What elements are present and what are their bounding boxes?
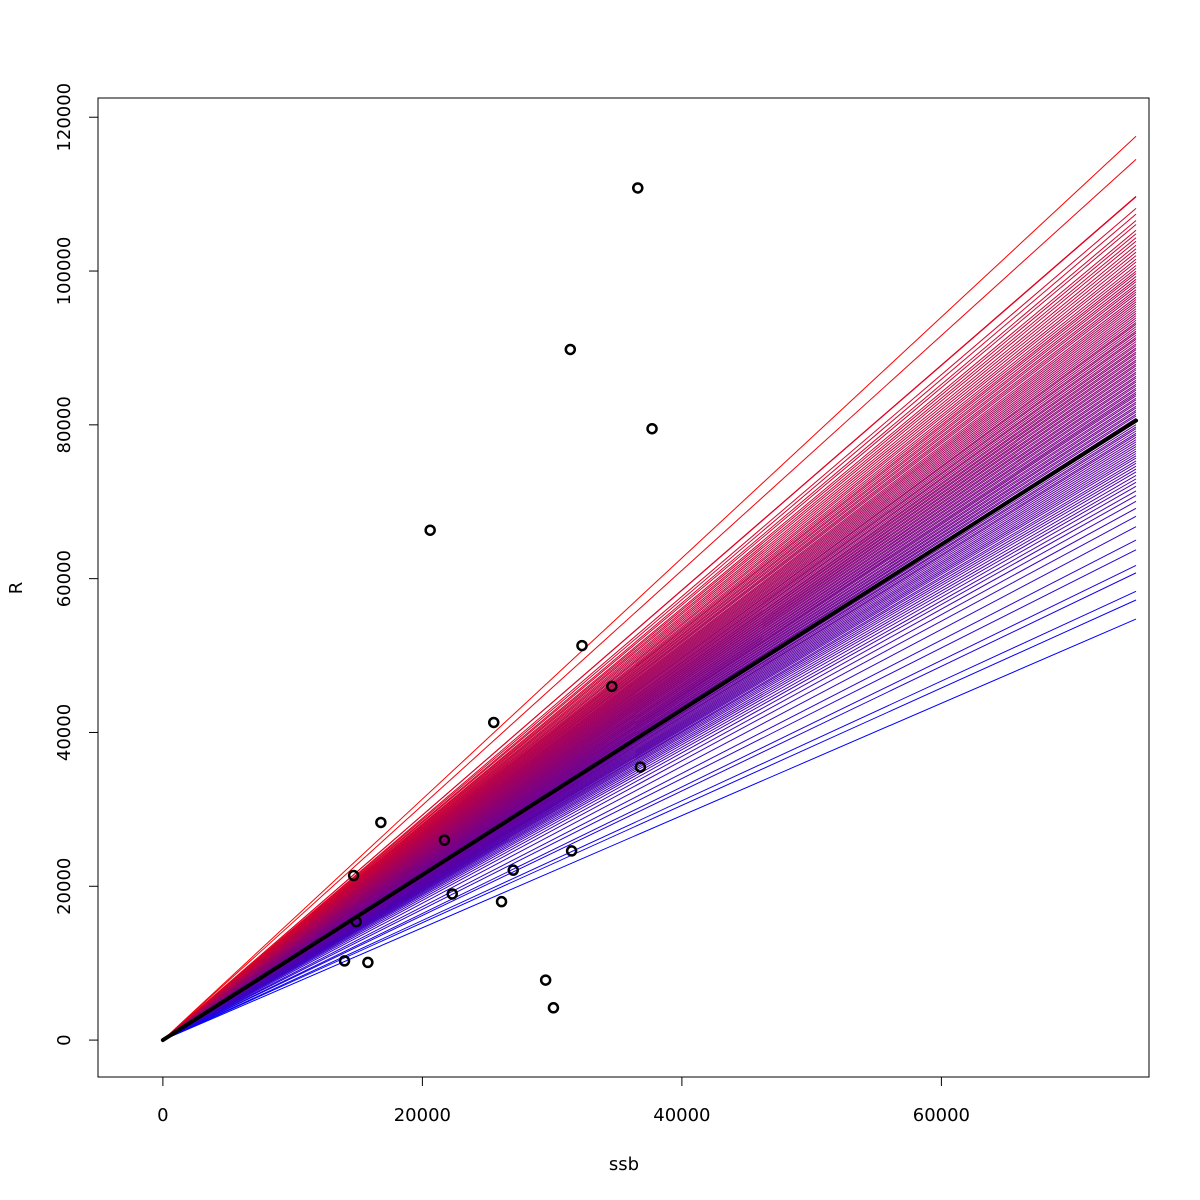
- data-point-5: [606, 680, 618, 693]
- y-tick-label-2: 40000: [54, 704, 75, 761]
- data-point-7: [634, 761, 647, 773]
- bootstrap-line-113: [162, 478, 1137, 1041]
- bootstrap-line-121: [162, 526, 1137, 1041]
- fit-line-path: [160, 418, 1139, 1043]
- x-axis: 0 20000 40000 60000: [157, 1076, 970, 1126]
- data-point-2: [646, 422, 658, 435]
- bootstrap-line-128: [162, 618, 1137, 1041]
- data-point-0: [632, 182, 644, 194]
- x-tick-label-1: 20000: [394, 1105, 451, 1126]
- bootstrap-line-9: [162, 233, 1137, 1041]
- data-point-10: [565, 845, 578, 857]
- data-point-16: [338, 955, 351, 967]
- bootstrap-line-123: [162, 549, 1137, 1041]
- bootstrap-line-116: [162, 490, 1137, 1041]
- data-point-9: [438, 834, 451, 846]
- data-points: [338, 182, 658, 1014]
- data-point-11: [347, 869, 360, 882]
- bootstrap-line-6: [162, 220, 1137, 1041]
- y-tick-label-0: 0: [54, 1034, 75, 1045]
- data-point-17: [362, 956, 374, 969]
- bootstrap-line-0: [162, 135, 1137, 1041]
- y-tick-label-5: 100000: [54, 237, 75, 306]
- data-point-3: [424, 524, 436, 536]
- bootstrap-line-118: [162, 500, 1137, 1041]
- bootstrap-line-122: [162, 539, 1137, 1041]
- bootstrap-line-1: [162, 158, 1137, 1041]
- data-point-18: [539, 974, 552, 986]
- bootstrap-line-5: [162, 213, 1137, 1041]
- bootstrap-line-7: [162, 224, 1137, 1041]
- y-axis: 0 20000 40000 60000 80000 100000 120000: [54, 83, 99, 1046]
- data-point-19: [547, 1002, 560, 1014]
- data-point-6: [487, 716, 500, 729]
- bootstrap-lines: [162, 135, 1137, 1041]
- y-tick-label-1: 20000: [54, 858, 75, 915]
- bootstrap-line-119: [162, 507, 1137, 1041]
- data-point-14: [495, 895, 508, 908]
- y-tick-label-6: 120000: [54, 83, 75, 152]
- data-point-1: [564, 343, 577, 356]
- y-tick-label-4: 80000: [54, 396, 75, 453]
- data-point-8: [375, 816, 387, 829]
- data-point-13: [446, 888, 458, 900]
- y-tick-label-3: 60000: [54, 550, 75, 607]
- fit-line: [160, 418, 1139, 1043]
- x-tick-label-0: 0: [157, 1105, 168, 1126]
- bootstrap-line-3: [162, 196, 1137, 1041]
- x-axis-title: ssb: [609, 1154, 639, 1175]
- x-tick-label-3: 60000: [913, 1105, 970, 1126]
- y-axis-title: R: [6, 582, 27, 595]
- bootstrap-line-115: [162, 485, 1137, 1041]
- x-tick-label-2: 40000: [653, 1105, 710, 1126]
- data-point-12: [507, 864, 519, 876]
- bootstrap-line-125: [162, 572, 1137, 1041]
- bootstrap-line-117: [162, 495, 1137, 1041]
- bootstrap-line-4: [162, 207, 1137, 1041]
- bootstrap-line-124: [162, 564, 1137, 1041]
- bootstrap-line-126: [162, 590, 1137, 1041]
- bootstrap-line-120: [162, 515, 1137, 1041]
- bootstrap-line-127: [162, 599, 1137, 1041]
- bootstrap-line-114: [162, 481, 1137, 1041]
- bootstrap-line-11: [162, 240, 1137, 1041]
- data-point-4: [576, 639, 588, 652]
- data-point-15: [350, 915, 362, 928]
